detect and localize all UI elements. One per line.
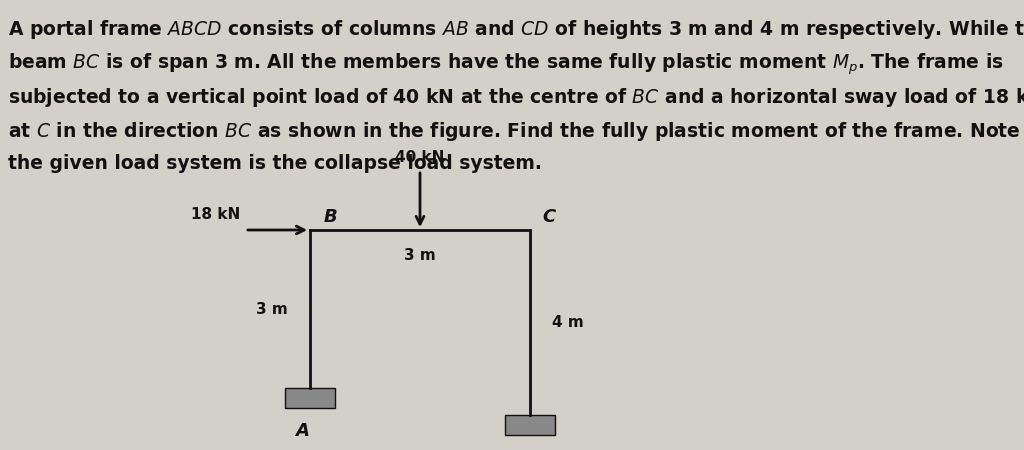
Text: subjected to a vertical point load of 40 kN at the centre of $\mathit{BC}$ and a: subjected to a vertical point load of 40…: [8, 86, 1024, 109]
Bar: [505, 415, 555, 435]
Text: the given load system is the collapse load system.: the given load system is the collapse lo…: [8, 154, 542, 173]
Text: 40 kN: 40 kN: [395, 150, 444, 165]
Text: C: C: [542, 208, 555, 226]
Bar: [285, 388, 335, 408]
Text: 3 m: 3 m: [404, 248, 436, 263]
Text: B: B: [324, 208, 338, 226]
Text: A portal frame $\mathit{ABCD}$ consists of columns $\mathit{AB}$ and $\mathit{CD: A portal frame $\mathit{ABCD}$ consists …: [8, 18, 1024, 41]
Text: beam $\mathit{BC}$ is of span 3 m. All the members have the same fully plastic m: beam $\mathit{BC}$ is of span 3 m. All t…: [8, 52, 1004, 77]
Text: 3 m: 3 m: [256, 302, 288, 316]
Text: D: D: [522, 449, 538, 450]
Text: 18 kN: 18 kN: [190, 207, 240, 222]
Text: 4 m: 4 m: [552, 315, 584, 330]
Text: A: A: [295, 422, 309, 440]
Text: at $\mathit{C}$ in the direction $\mathit{BC}$ as shown in the figure. Find the : at $\mathit{C}$ in the direction $\mathi…: [8, 120, 1024, 143]
